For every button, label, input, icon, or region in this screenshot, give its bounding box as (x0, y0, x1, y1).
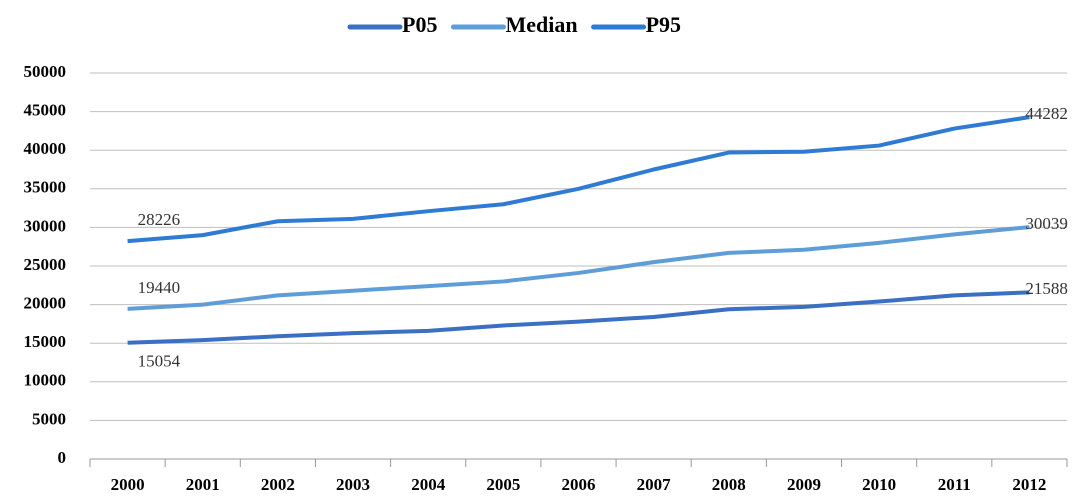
series-line (127, 290, 1030, 345)
x-tick-label: 2001 (186, 475, 220, 494)
series-line (127, 115, 1030, 244)
data-label: 44282 (1025, 104, 1068, 123)
legend-label: P05 (402, 12, 437, 37)
y-tick-label: 35000 (24, 178, 67, 197)
y-tick-label: 30000 (24, 216, 67, 235)
x-tick-label: 2011 (938, 475, 971, 494)
y-tick-label: 15000 (24, 332, 67, 351)
x-tick-label: 2009 (787, 475, 821, 494)
data-label: 30039 (1025, 214, 1068, 233)
x-tick-label: 2010 (862, 475, 896, 494)
x-tick-label: 2004 (411, 475, 446, 494)
x-tick-label: 2005 (486, 475, 520, 494)
data-label: 21588 (1025, 279, 1068, 298)
y-tick-label: 25000 (24, 255, 67, 274)
legend-label: P95 (646, 12, 681, 37)
x-tick-label: 2002 (261, 475, 295, 494)
x-tick-label: 2007 (637, 475, 672, 494)
y-tick-label: 0 (58, 448, 67, 467)
y-tick-label: 50000 (24, 62, 67, 81)
y-tick-label: 45000 (24, 101, 67, 120)
data-label: 15054 (138, 352, 181, 371)
y-tick-label: 10000 (24, 371, 67, 390)
y-tick-label: 40000 (24, 139, 67, 158)
series-line (127, 225, 1030, 311)
x-tick-label: 2006 (562, 475, 596, 494)
data-label: 19440 (138, 278, 181, 297)
x-tick-label: 2000 (111, 475, 145, 494)
x-tick-label: 2008 (712, 475, 746, 494)
x-tick-label: 2003 (336, 475, 370, 494)
y-tick-label: 20000 (24, 294, 67, 313)
y-tick-label: 5000 (32, 409, 66, 428)
x-tick-label: 2012 (1012, 475, 1046, 494)
data-label: 28226 (138, 210, 181, 229)
legend-label: Median (505, 12, 577, 37)
